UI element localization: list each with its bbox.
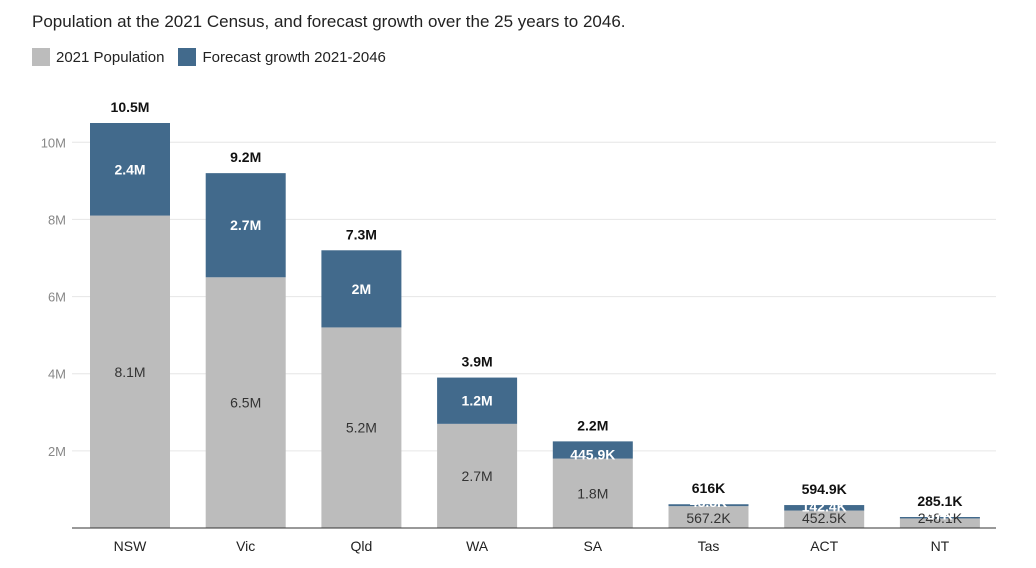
x-tick-label: Vic [236, 538, 255, 554]
y-tick-label: 6M [48, 290, 66, 305]
bar-forecast-growth [552, 441, 633, 459]
x-tick-label: NSW [114, 538, 147, 554]
bar-forecast-growth [321, 250, 402, 328]
legend-swatch-2021-population [32, 48, 50, 66]
x-tick-label: NT [931, 538, 950, 554]
bar-2021-population [437, 423, 518, 528]
data-label-2021-population: 8.1M [114, 364, 145, 380]
data-label-total: 9.2M [230, 149, 261, 165]
data-label-forecast-growth: 2.7M [230, 217, 261, 233]
bar-2021-population [899, 518, 980, 528]
data-label-2021-population: 2.7M [462, 468, 493, 484]
bar-forecast-growth [668, 504, 749, 507]
data-label-total: 594.9K [802, 481, 847, 497]
bar-forecast-growth [437, 377, 518, 424]
data-label-2021-population: 6.5M [230, 395, 261, 411]
data-label-total: 3.9M [462, 354, 493, 370]
bar-2021-population [784, 510, 865, 528]
bar-2021-population [321, 327, 402, 528]
data-label-2021-population: 452.5K [802, 510, 847, 526]
data-label-forecast-growth: 37K [927, 506, 953, 522]
chart-title: Population at the 2021 Census, and forec… [32, 12, 626, 31]
data-label-total: 616K [692, 480, 725, 496]
data-label-total: 2.2M [577, 417, 608, 433]
x-tick-label: Qld [351, 538, 373, 554]
y-tick-label: 2M [48, 444, 66, 459]
data-label-total: 10.5M [111, 99, 150, 115]
x-tick-label: WA [466, 538, 489, 554]
data-label-forecast-growth: 2.4M [114, 161, 145, 177]
bar-2021-population [90, 215, 170, 529]
y-tick-label: 10M [41, 135, 66, 150]
bar-2021-population [552, 458, 633, 528]
legend: 2021 Population Forecast growth 2021-204… [32, 48, 400, 66]
data-label-total: 285.1K [917, 493, 962, 509]
data-label-forecast-growth: 2M [352, 281, 371, 297]
bar-forecast-growth [205, 173, 286, 278]
data-label-total: 7.3M [346, 226, 377, 242]
data-label-forecast-growth: 1.2M [462, 393, 493, 409]
legend-label-2021-population: 2021 Population [56, 48, 165, 66]
bar-2021-population [668, 506, 749, 528]
data-label-forecast-growth: 445.9K [570, 447, 615, 463]
data-label-2021-population: 1.8M [577, 485, 608, 501]
bar-2021-population [205, 277, 286, 528]
data-label-forecast-growth: 142.4K [802, 499, 847, 515]
bar-forecast-growth [784, 505, 865, 511]
bar-forecast-growth [899, 517, 980, 519]
legend-item-2021-population[interactable]: 2021 Population [32, 48, 164, 66]
legend-item-forecast-growth[interactable]: Forecast growth 2021-2046 [178, 48, 386, 66]
y-tick-label: 4M [48, 367, 66, 382]
bar-forecast-growth [90, 123, 170, 216]
legend-swatch-forecast-growth [178, 48, 197, 66]
data-label-2021-population: 5.2M [346, 420, 377, 436]
data-label-forecast-growth: 48.8K [690, 494, 727, 510]
data-label-2021-population: 567.2K [686, 510, 731, 526]
data-label-2021-population: 248.1K [918, 510, 963, 526]
x-tick-label: Tas [698, 538, 720, 554]
x-tick-label: ACT [810, 538, 838, 554]
legend-label-forecast-growth: Forecast growth 2021-2046 [202, 48, 386, 66]
y-tick-label: 8M [48, 212, 66, 227]
x-tick-label: SA [583, 538, 602, 554]
